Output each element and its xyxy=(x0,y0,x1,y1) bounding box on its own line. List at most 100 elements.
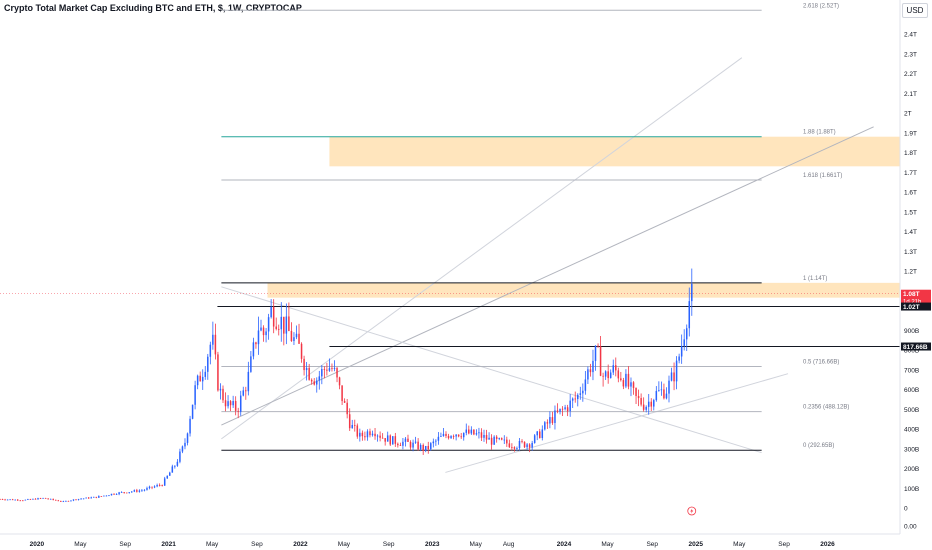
candle-body xyxy=(166,475,169,479)
candle-body xyxy=(305,367,308,371)
candle-body xyxy=(480,432,483,438)
candle-body xyxy=(430,443,432,450)
candle-body xyxy=(414,441,417,443)
y-axis: 0 100B 200B 300B 400B 500B 600B 700B 800B 900B 1.2… xyxy=(899,0,919,534)
candle-body xyxy=(612,365,615,373)
candle-body xyxy=(412,442,414,448)
currency-button[interactable]: USD xyxy=(902,3,928,18)
candle-body xyxy=(589,369,592,373)
y-tick-label: 1.9T xyxy=(904,130,917,137)
candle-body xyxy=(620,378,622,381)
x-tick-label: May xyxy=(733,541,746,548)
candle-body xyxy=(158,485,161,486)
price-tag-label-0: 1.08T xyxy=(903,291,920,298)
candle-body xyxy=(70,500,72,502)
candle-body xyxy=(468,429,470,434)
candle-body xyxy=(343,401,346,403)
y-tick-label: 1.4T xyxy=(904,229,917,236)
x-tick-label: May xyxy=(470,541,483,548)
y-tick-label: 1.6T xyxy=(904,190,917,197)
candle-body xyxy=(528,444,531,448)
candle-body xyxy=(381,437,384,439)
candle-body xyxy=(435,440,437,442)
candle-body xyxy=(151,486,153,488)
y-tick-label: 1.2T xyxy=(904,269,917,276)
candle-body xyxy=(148,486,151,489)
candle-body xyxy=(323,369,326,370)
candle-body xyxy=(257,330,260,345)
y-tick-label: 900B xyxy=(904,328,919,335)
price-tag-label-2: 817.66B xyxy=(903,344,928,351)
price-tag-0 xyxy=(901,289,931,306)
candle-body xyxy=(222,388,224,401)
candle-body xyxy=(427,445,430,450)
candle-body xyxy=(404,438,407,442)
y-tick-label: 2.4T xyxy=(904,32,917,39)
candle-body xyxy=(587,369,589,380)
candle-body xyxy=(285,316,288,334)
candle-body xyxy=(675,360,678,382)
candle-body xyxy=(617,370,620,379)
candle-body xyxy=(318,376,321,381)
candle-body xyxy=(341,385,343,402)
candle-body xyxy=(47,498,49,500)
candle-body xyxy=(267,317,270,332)
candle-body xyxy=(179,451,181,462)
x-tick-label: 2024 xyxy=(557,541,572,548)
y-tick-label: 1.8T xyxy=(904,150,917,157)
candle-body xyxy=(495,436,498,439)
candle-body xyxy=(574,398,576,400)
candle-body xyxy=(389,435,392,445)
candle-body xyxy=(328,368,331,371)
candle-body xyxy=(579,393,582,395)
candle-body xyxy=(227,401,229,407)
candle-body xyxy=(11,499,14,501)
candle-body xyxy=(602,375,604,377)
candle-body xyxy=(100,496,103,497)
candle-body xyxy=(34,498,37,500)
candle-body xyxy=(156,485,158,487)
y-tick-label: 2.3T xyxy=(904,51,917,58)
candle-body xyxy=(123,492,125,493)
candle-body xyxy=(9,499,11,501)
candle-body xyxy=(333,368,336,369)
candle-body xyxy=(460,436,462,438)
chart-title: Crypto Total Market Cap Excluding BTC an… xyxy=(4,3,302,13)
candle-body xyxy=(95,496,98,498)
candle-body xyxy=(354,424,356,426)
level-label-4: 0.5 (716.66B) xyxy=(803,359,839,365)
x-tick-label: 2023 xyxy=(425,541,440,548)
candle-body xyxy=(247,371,250,392)
candle-body xyxy=(16,499,19,501)
candle-body xyxy=(569,400,571,412)
candle-body xyxy=(250,356,252,372)
candle-body xyxy=(637,396,640,399)
candle-body xyxy=(239,395,242,412)
candle-body xyxy=(397,443,399,446)
candle-body xyxy=(422,444,424,451)
candle-body xyxy=(371,433,374,436)
level-label-0: 2.618 (2.52T) xyxy=(803,3,839,9)
candle-body xyxy=(113,493,115,495)
trend-line-0 xyxy=(221,57,743,440)
candle-body xyxy=(364,436,366,438)
candle-body xyxy=(386,435,389,442)
target-zone-0 xyxy=(329,136,901,167)
candle-body xyxy=(115,494,118,495)
candle-body xyxy=(60,501,62,502)
x-tick-label: Sep xyxy=(778,541,790,548)
candle-body xyxy=(293,337,295,342)
candle-body xyxy=(384,438,386,442)
x-tick-label: Sep xyxy=(646,541,658,548)
x-tick-label: Aug xyxy=(503,541,515,548)
candle-body xyxy=(44,497,47,499)
level-label-5: 0.2356 (488.12B) xyxy=(803,405,849,411)
candle-body xyxy=(609,372,612,379)
candle-body xyxy=(376,435,379,437)
candle-body xyxy=(566,407,569,412)
candle-body xyxy=(191,404,194,419)
candle-body xyxy=(27,499,29,500)
candle-body xyxy=(424,445,427,451)
candle-body xyxy=(105,495,108,497)
